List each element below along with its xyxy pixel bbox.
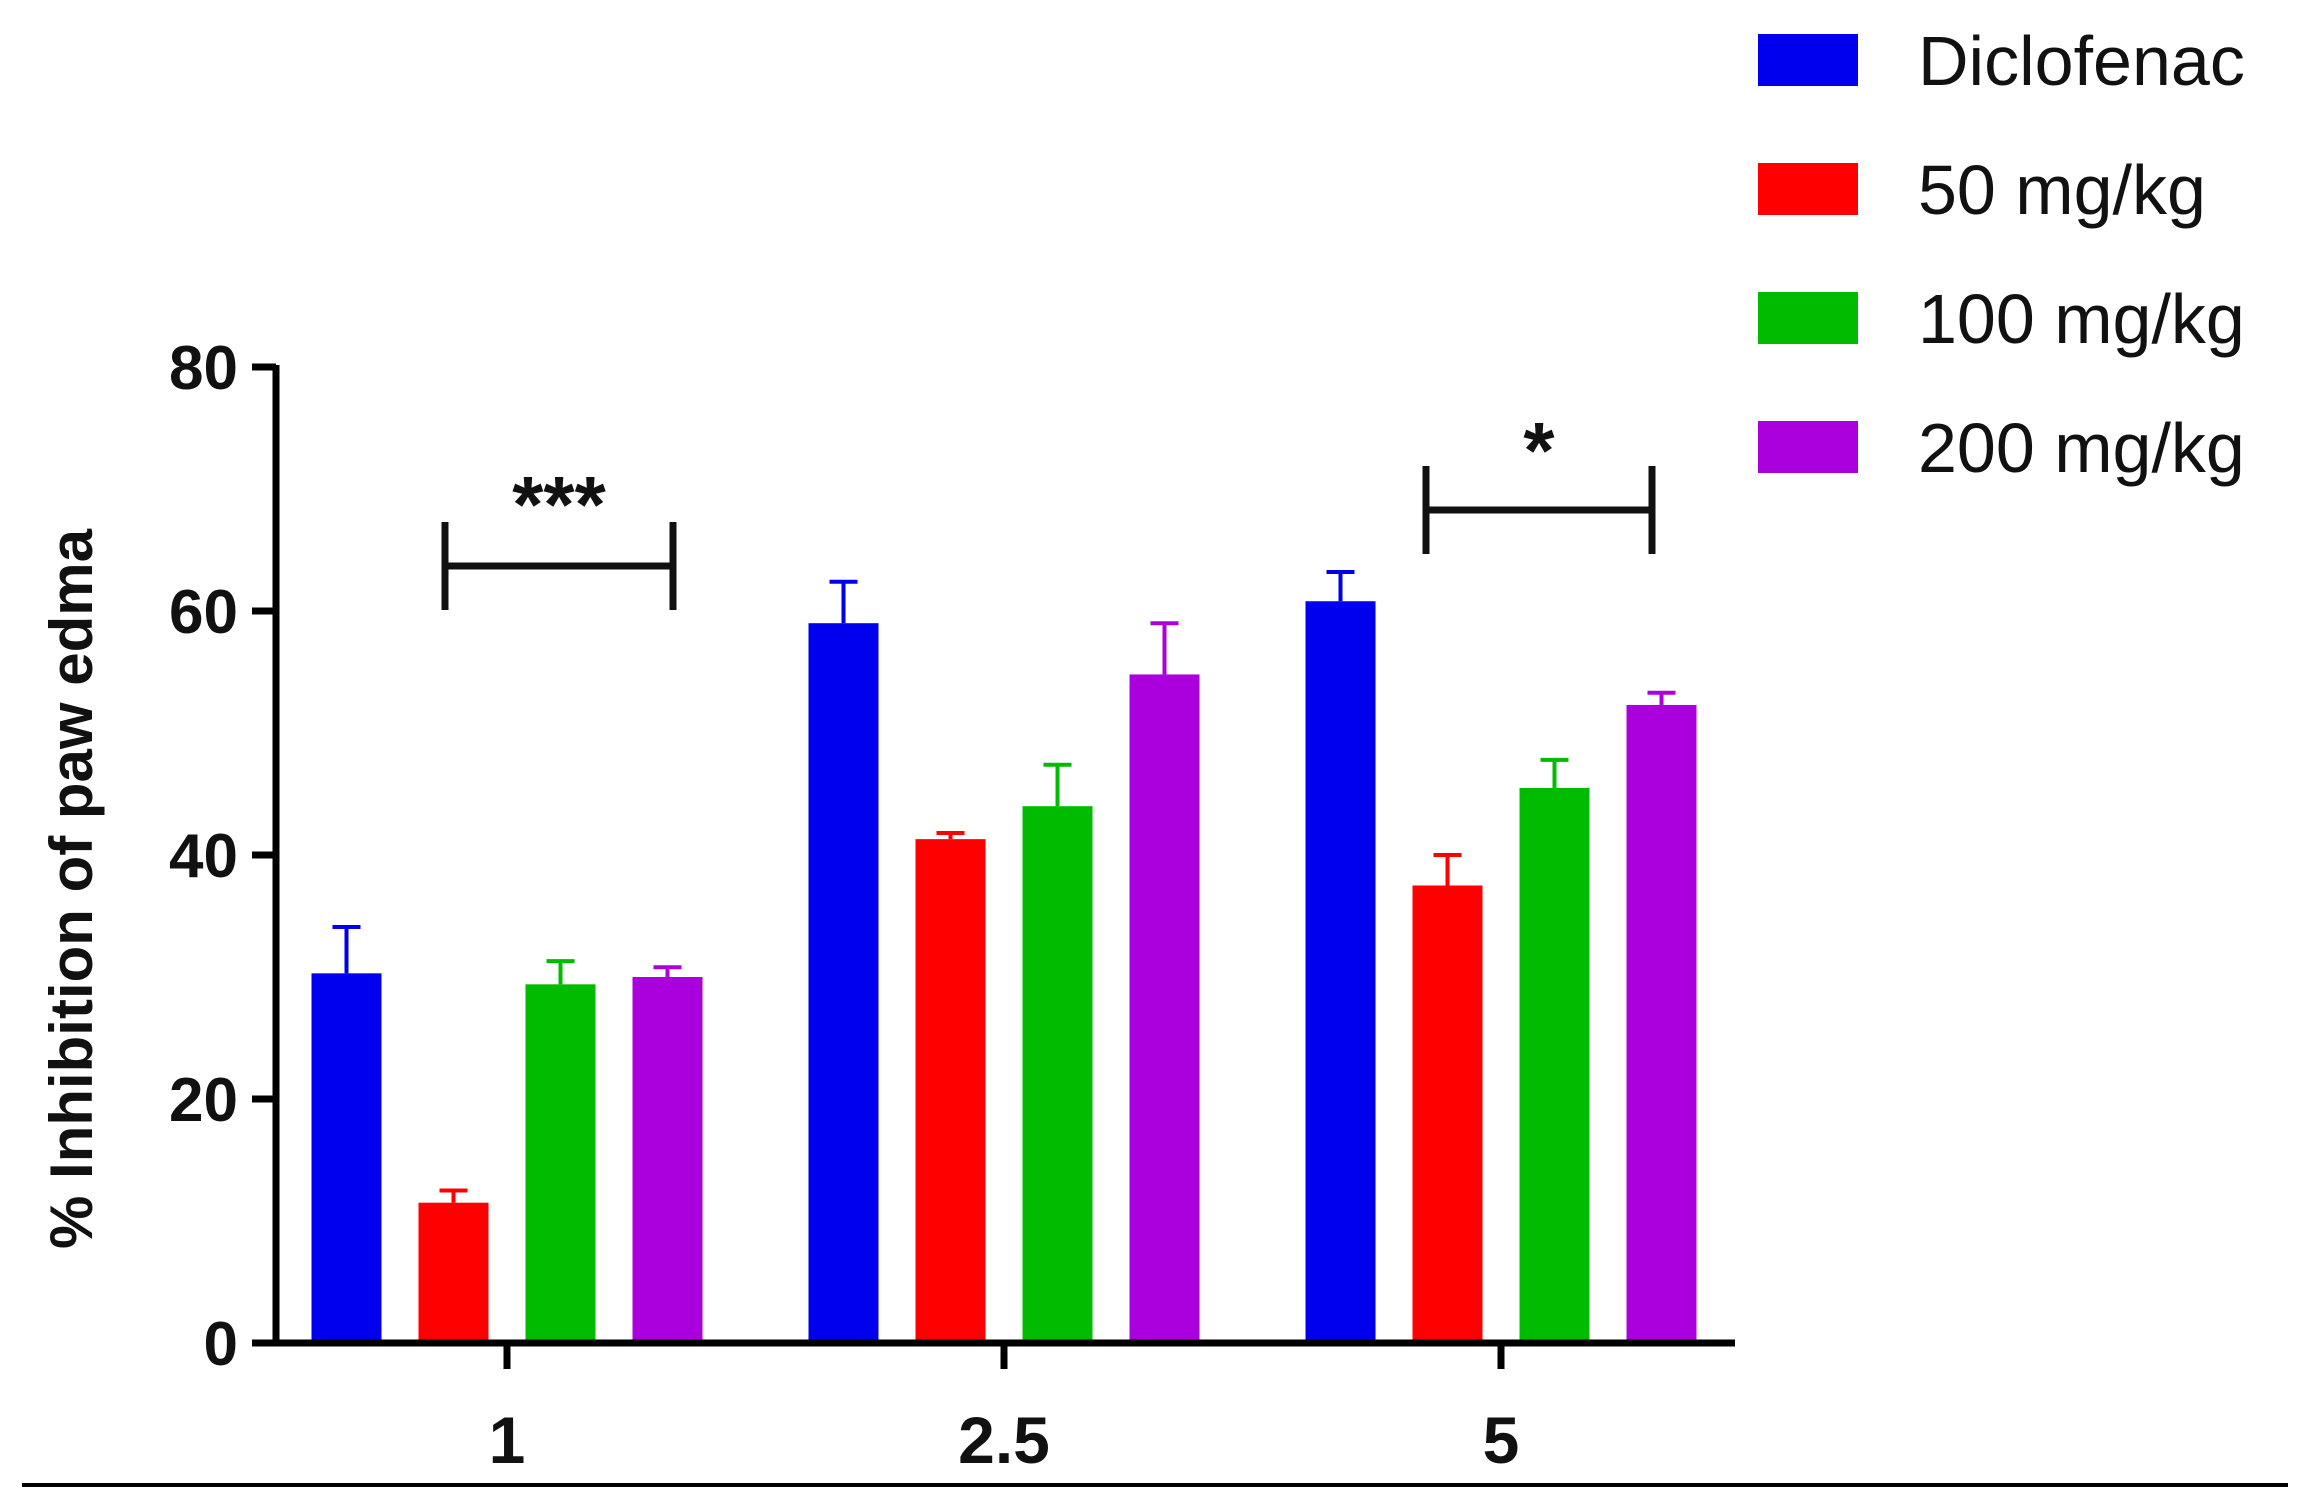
x-tick-label: 5 bbox=[1483, 1403, 1520, 1477]
y-tick-label: 80 bbox=[169, 334, 238, 403]
x-tick-label: 2.5 bbox=[958, 1403, 1050, 1477]
y-tick-label: 40 bbox=[169, 822, 238, 891]
significance-label: *** bbox=[512, 460, 606, 549]
bar bbox=[1305, 601, 1376, 1343]
legend-swatch bbox=[1758, 163, 1858, 215]
bar bbox=[1022, 806, 1093, 1343]
legend-swatch bbox=[1758, 292, 1858, 344]
bar bbox=[1626, 704, 1697, 1343]
y-axis-title: % Inhibition of paw edma bbox=[38, 528, 105, 1249]
bar bbox=[1129, 674, 1200, 1343]
x-tick-label: 1 bbox=[489, 1403, 526, 1477]
y-tick-label: 20 bbox=[169, 1066, 238, 1135]
bar bbox=[1412, 885, 1483, 1343]
y-tick-label: 60 bbox=[169, 578, 238, 647]
bar bbox=[915, 839, 986, 1343]
legend: Diclofenac 50 mg/kg 100 mg/kg 200 mg/kg bbox=[1758, 22, 2245, 487]
bar bbox=[808, 623, 879, 1343]
bar bbox=[632, 977, 703, 1343]
legend-swatch bbox=[1758, 421, 1858, 473]
significance-label: * bbox=[1523, 406, 1555, 495]
y-tick-label: 0 bbox=[204, 1310, 238, 1379]
legend-swatch bbox=[1758, 34, 1858, 86]
legend-label: Diclofenac bbox=[1918, 22, 2245, 100]
legend-label: 200 mg/kg bbox=[1918, 409, 2245, 487]
bar bbox=[1519, 787, 1590, 1343]
bars-layer bbox=[311, 569, 1697, 1343]
axes-layer: 0 20 40 60 80 1 2.5 5 bbox=[169, 334, 1735, 1477]
bar bbox=[418, 1202, 489, 1343]
bar bbox=[525, 984, 596, 1343]
significance-layer: **** bbox=[441, 406, 1656, 610]
legend-label: 50 mg/kg bbox=[1918, 151, 2206, 229]
legend-label: 100 mg/kg bbox=[1918, 280, 2245, 358]
bar bbox=[311, 973, 382, 1343]
